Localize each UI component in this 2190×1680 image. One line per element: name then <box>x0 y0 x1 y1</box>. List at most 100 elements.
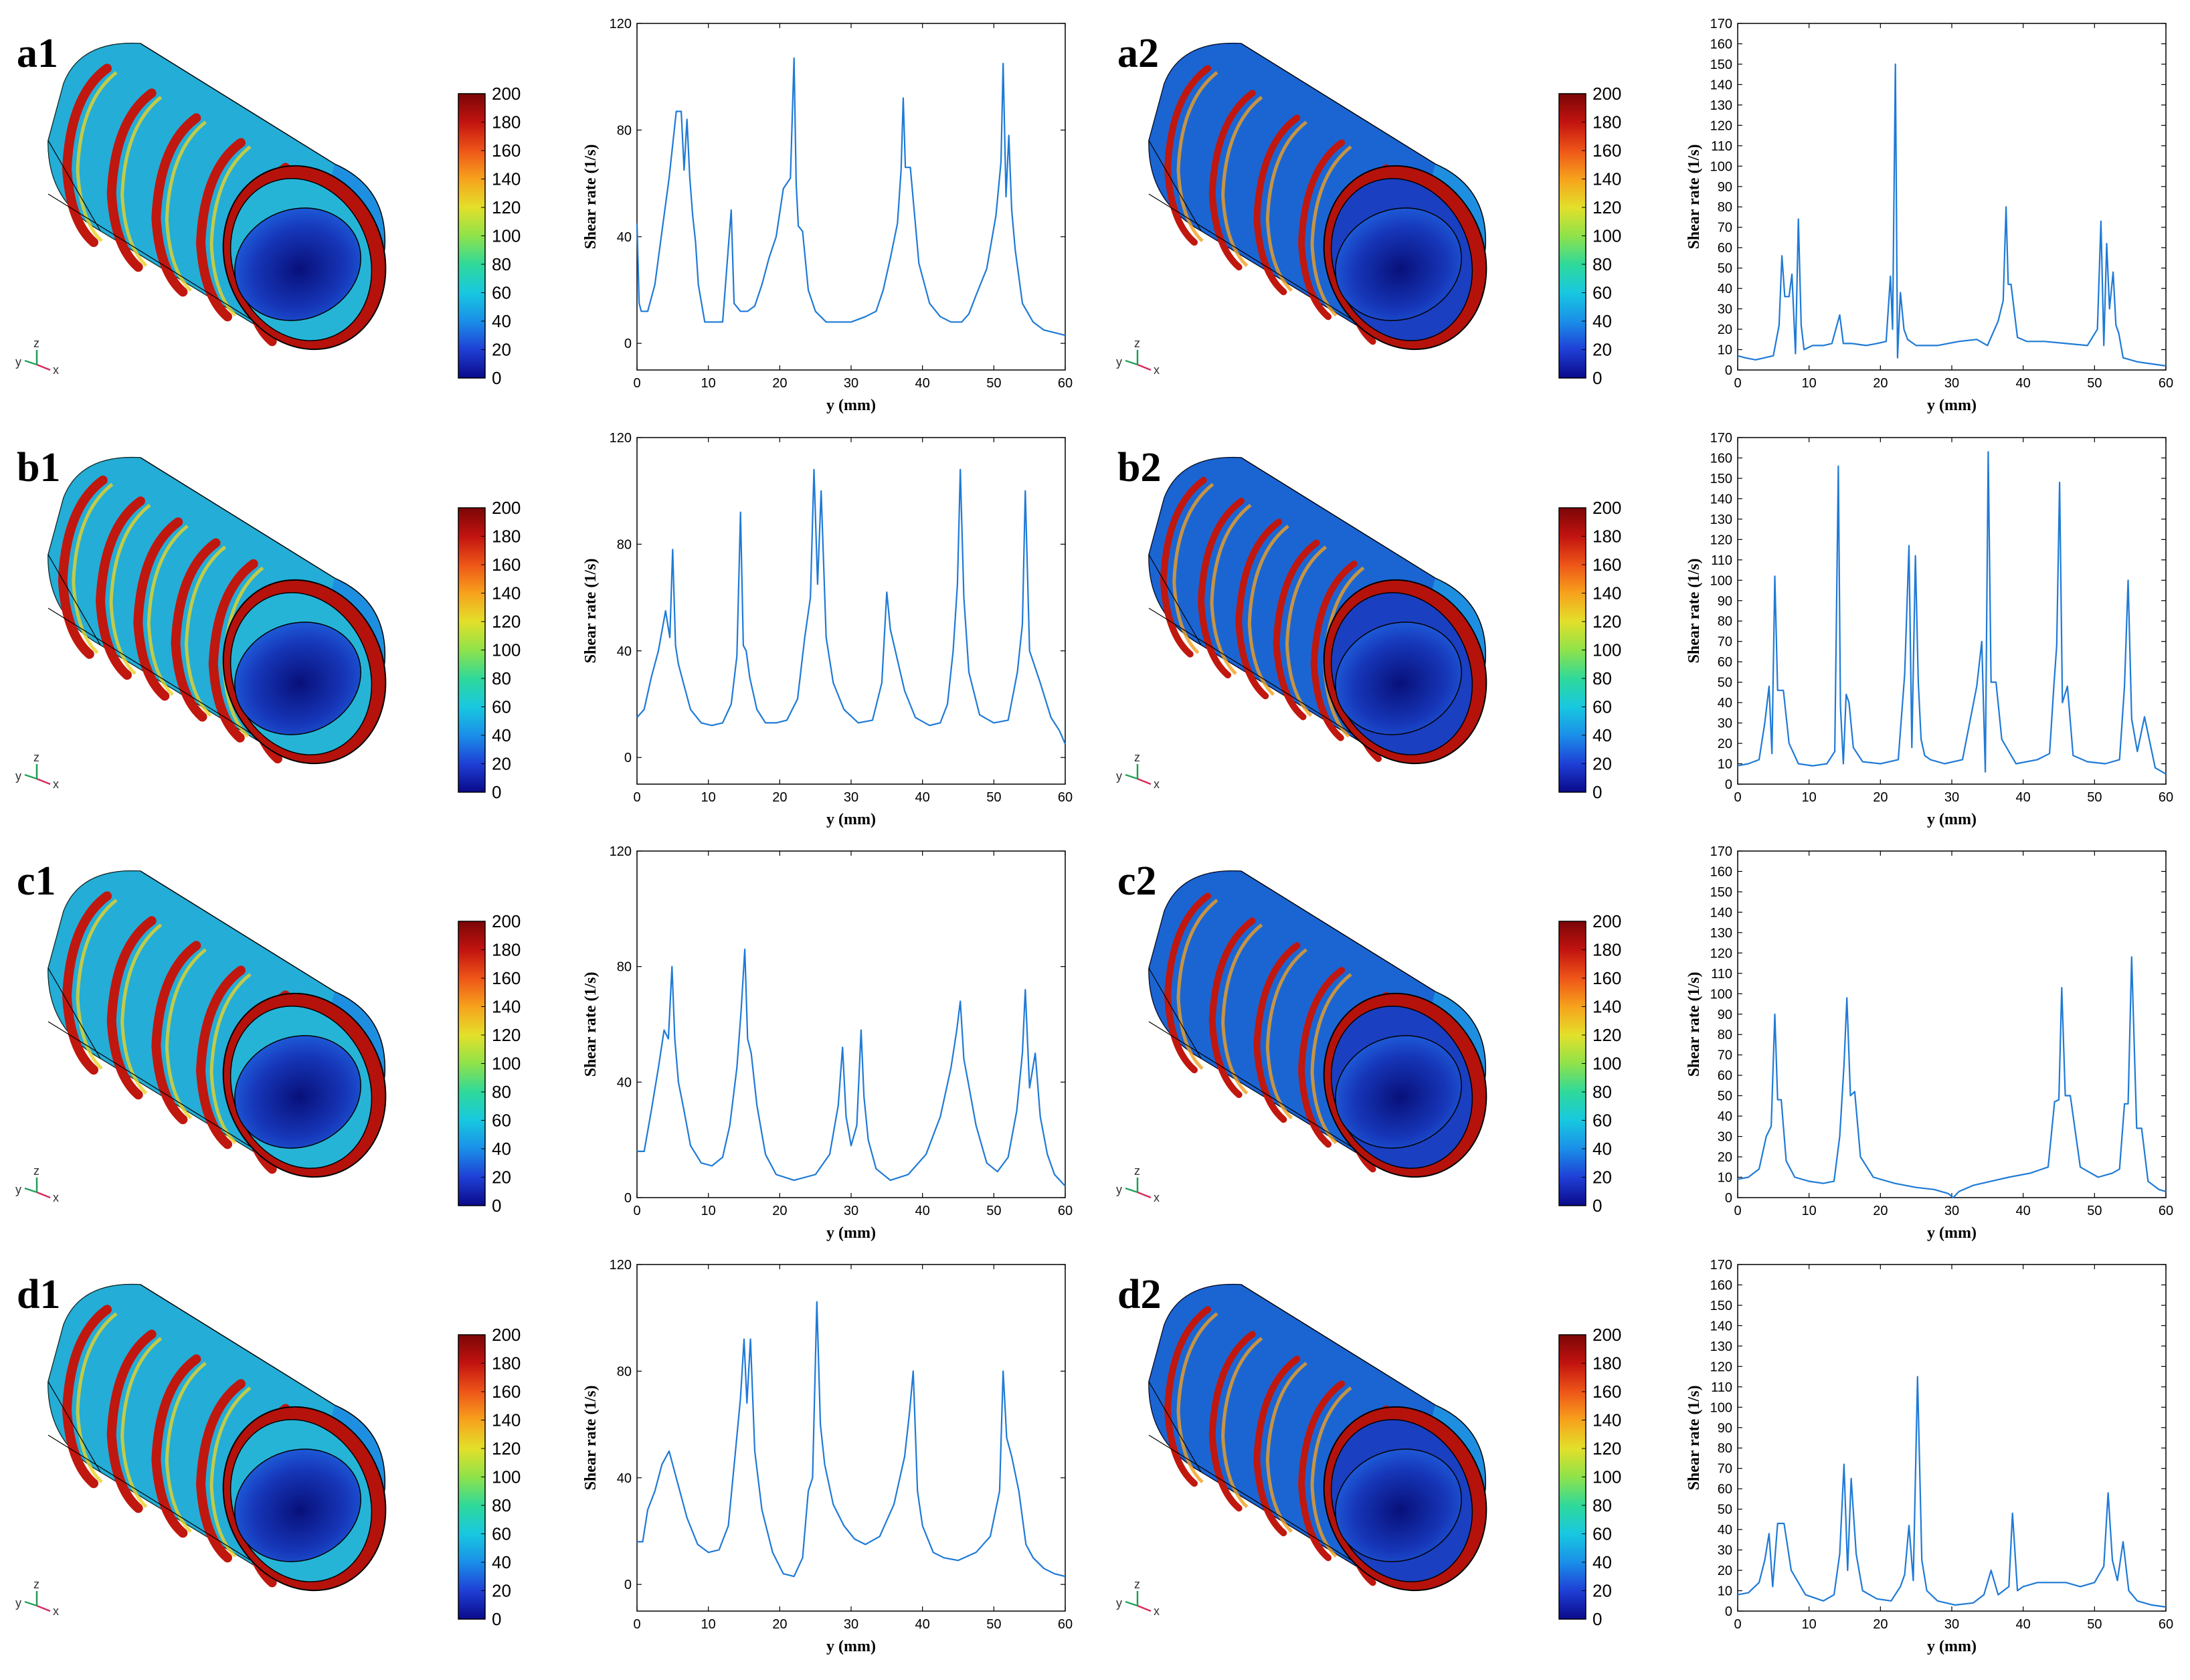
x-tick-label: 20 <box>1873 1617 1888 1632</box>
panel-label: a2 <box>1117 31 1159 76</box>
y-tick-label: 80 <box>617 960 632 975</box>
y-tick-label: 120 <box>610 17 632 31</box>
y-tick-label: 130 <box>1710 98 1732 113</box>
cylinder-edge-line <box>140 43 335 165</box>
y-tick-label: 50 <box>1718 262 1732 276</box>
shear-stripe-halo <box>120 1337 163 1509</box>
colorbar-tick-label: 160 <box>1592 968 1621 988</box>
x-tick-label: 10 <box>701 1204 716 1218</box>
y-tick-label: 70 <box>1718 1048 1732 1063</box>
colorbar-tick-label: 120 <box>1592 1438 1621 1459</box>
colorbar-tick-label: 40 <box>1592 1552 1612 1572</box>
shear-rate-series <box>1737 451 2167 775</box>
colorbar-tick-label: 0 <box>492 368 501 388</box>
x-tick-label: 10 <box>701 790 716 805</box>
colorbar-tick-label: 40 <box>492 1552 511 1572</box>
colorbar-tick-label: 0 <box>492 1609 501 1629</box>
colorbar-tick-label: 100 <box>492 1467 521 1487</box>
shear-stripe-halo <box>109 504 151 675</box>
triad-y-label: y <box>15 1596 21 1610</box>
y-tick-label: 140 <box>1710 492 1732 506</box>
colorbar-tick-label: 200 <box>1592 84 1621 104</box>
triad-y-label: y <box>1116 1596 1122 1610</box>
colorbar-tick-label: 20 <box>492 340 511 360</box>
shear-stripe-halo <box>120 923 163 1095</box>
panel-label: c2 <box>1117 858 1157 904</box>
x-tick-label: 30 <box>1944 1204 1959 1218</box>
x-tick-label: 30 <box>1944 790 1959 805</box>
x-tick-label: 50 <box>2087 1204 2102 1218</box>
shear-stripe <box>151 941 201 1125</box>
triad-z-label: z <box>33 1164 39 1178</box>
shear-stripe <box>1297 1380 1345 1562</box>
end-face-disk <box>1335 1035 1462 1149</box>
colorbar-tick-label: 120 <box>1592 612 1621 632</box>
shear-stripe-halo <box>1265 120 1307 292</box>
y-tick-label: 160 <box>1710 864 1732 879</box>
colorbar-tick-label: 200 <box>1592 911 1621 931</box>
x-axis-label: y (mm) <box>1927 1224 1977 1242</box>
y-tick-label: 10 <box>1718 757 1732 772</box>
x-tick-label: 10 <box>1802 1204 1817 1218</box>
panel-c1: c1 z x y 0 20 40 60 80 100 120 140 160 180 200 0 10 20 30 4… <box>15 844 1073 1242</box>
shear-rate-series <box>637 948 1066 1187</box>
end-face-disk <box>234 1449 361 1562</box>
y-tick-label: 0 <box>1725 1604 1732 1619</box>
x-tick-label: 60 <box>1058 376 1073 391</box>
x-tick-label: 50 <box>986 376 1001 391</box>
shear-stripe-halo <box>1176 1312 1218 1484</box>
x-tick-label: 60 <box>1058 1204 1073 1218</box>
colorbar-tick-label: 40 <box>1592 725 1612 745</box>
x-tick-label: 0 <box>633 1204 640 1218</box>
plot-frame <box>636 437 1066 785</box>
colorbar-tick-label: 140 <box>492 583 521 603</box>
y-tick-label: 120 <box>1710 118 1732 133</box>
y-tick-label: 140 <box>1710 905 1732 920</box>
shear-stripe-halo <box>165 1362 207 1533</box>
triad-x-axis <box>1137 777 1152 785</box>
shear-stripe <box>1235 519 1283 700</box>
y-tick-label: 40 <box>1718 1523 1732 1537</box>
colorbar-tick-label: 40 <box>1592 311 1612 331</box>
x-tick-label: 20 <box>1873 376 1888 391</box>
colorbar-tick-label: 60 <box>1592 1111 1612 1131</box>
y-axis-label: Shear rate (1/s) <box>1685 145 1703 250</box>
shear-stripe <box>1164 1306 1211 1487</box>
triad-y-axis <box>24 1187 37 1194</box>
shear-stripe-halo <box>1176 899 1218 1070</box>
y-tick-label: 30 <box>1718 717 1732 731</box>
triad-z-label: z <box>33 337 39 350</box>
y-tick-label: 110 <box>1711 139 1732 154</box>
triad-y-axis <box>1125 1600 1138 1607</box>
y-axis-label: Shear rate (1/s) <box>1685 1386 1703 1491</box>
y-tick-label: 60 <box>1718 655 1732 670</box>
x-tick-label: 30 <box>844 1204 858 1218</box>
colorbar <box>1558 921 1586 1206</box>
shear-stripe-halo <box>76 71 118 243</box>
shear-stripe <box>1297 967 1345 1148</box>
colorbar-tick-label: 160 <box>492 1382 521 1402</box>
x-tick-label: 60 <box>1058 790 1073 805</box>
triad-x-label: x <box>1154 1604 1160 1618</box>
colorbar-tick-label: 20 <box>492 1581 511 1601</box>
x-tick-label: 20 <box>772 376 787 391</box>
plot-frame <box>1737 850 2167 1198</box>
triad-x-label: x <box>1154 777 1160 791</box>
plot-frame <box>636 23 1066 371</box>
y-tick-label: 160 <box>1710 37 1732 52</box>
triad-y-axis <box>1125 773 1138 780</box>
shear-stripe-halo <box>184 545 227 717</box>
x-tick-label: 0 <box>633 376 640 391</box>
colorbar-tick-label: 0 <box>1592 1609 1602 1629</box>
y-tick-label: 170 <box>1710 431 1732 446</box>
cylinder-edge-line <box>1241 870 1436 992</box>
colorbar-tick-label: 180 <box>1592 112 1621 132</box>
y-tick-label: 0 <box>624 751 632 765</box>
cylinder-edge-line <box>1148 554 1202 646</box>
shear-stripe-halo <box>1210 504 1252 675</box>
colorbar-tick-label: 200 <box>492 1325 521 1345</box>
x-tick-label: 40 <box>2016 790 2031 805</box>
